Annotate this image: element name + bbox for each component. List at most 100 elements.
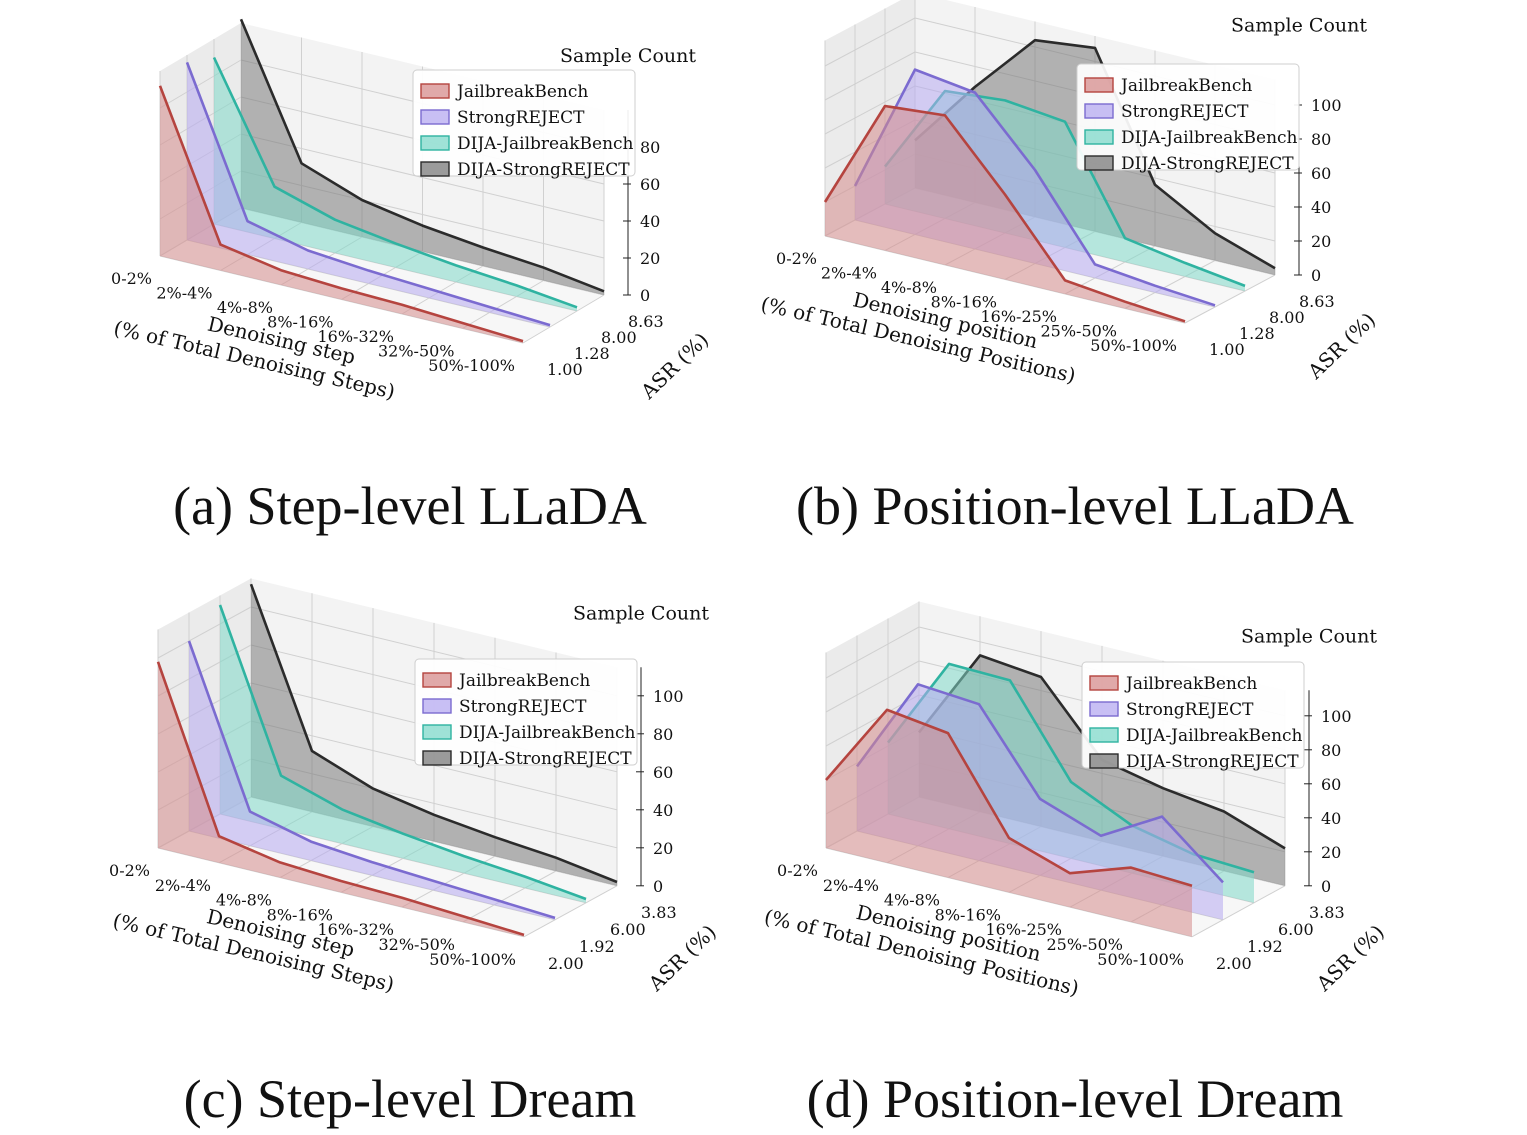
grid-line [240, 133, 605, 222]
y-tick-label: 6.00 [1278, 920, 1314, 939]
legend-swatch [422, 750, 452, 766]
y-tick-label: 2.00 [1216, 954, 1252, 973]
legend-swatch [422, 698, 452, 714]
legend: JailbreakBench StrongREJECT DIJA-Jailbreak… [412, 69, 636, 180]
series-line-JailbreakBench [156, 661, 525, 937]
y-axis-label: ASR (%) [635, 328, 713, 404]
legend-label: StrongREJECT [457, 108, 585, 128]
legend-box [412, 69, 636, 177]
y-tick-label: 1.00 [1209, 340, 1245, 359]
legend-label: DIJA-StrongREJECT [1121, 154, 1294, 174]
grid-line [157, 606, 252, 659]
x-tick-label: 0-2% [111, 269, 152, 288]
grid-line [1184, 274, 1276, 324]
legend: JailbreakBench StrongREJECT DIJA-Jailbreak… [1076, 63, 1300, 174]
caption-b: (b) Position-level LLaDA [796, 476, 1354, 536]
y-tick-label: 8.00 [601, 328, 637, 347]
series-area-DIJA-JailbreakBench [214, 57, 577, 311]
x-tick-label: 0-2% [777, 861, 818, 880]
legend-swatch [420, 161, 450, 177]
legend-swatch [1089, 675, 1119, 691]
y-tick-label: 8.00 [1269, 308, 1305, 327]
caption-d: (d) Position-level Dream [806, 1069, 1344, 1129]
x-tick-label: 8%-16% [931, 293, 997, 312]
y-tick-label: 8.63 [628, 312, 664, 331]
chart-panel-d: 0-2% 2%-4% 4%-8%8%-16%16%-25%25%-50%50%-10… [762, 601, 1389, 1000]
series-line-StrongREJECT [185, 61, 551, 327]
x-tick-label: 16%-25% [980, 307, 1057, 326]
y-tick-label: 1.92 [579, 937, 615, 956]
z-axis-label: Sample Count [560, 45, 696, 67]
legend-swatch [420, 109, 450, 125]
y-tick-label: 1.28 [1239, 324, 1275, 343]
x-tick-label: 32%-50% [378, 935, 455, 954]
x-tick-label: 4%-8% [881, 278, 937, 297]
x-tick-label: 2%-4% [821, 264, 877, 283]
legend-swatch [1084, 103, 1114, 119]
x-tick-label: 8%-16% [267, 313, 333, 332]
caption-c: (c) Step-level Dream [183, 1069, 637, 1129]
legend-swatch [420, 83, 450, 99]
grid-line [523, 885, 618, 938]
x-tick-label: 0-2% [109, 861, 150, 880]
y-tick-label: 3.83 [1309, 903, 1345, 922]
legend-label: DIJA-JailbreakBench [457, 134, 634, 154]
legend-label: DIJA-StrongREJECT [1126, 752, 1299, 772]
z-axis-label: Sample Count [573, 602, 709, 624]
x-tick-label: 16%-25% [985, 920, 1062, 939]
y-axis-label: ASR (%) [1302, 308, 1380, 384]
legend-swatch [1089, 701, 1119, 717]
z-tick-label: 80 [640, 138, 660, 157]
x-tick-label: 50%-100% [1090, 336, 1177, 355]
chart-panel-b: 0-2%2%-4%4%-8%8%-16%16%-25%25%-50%50%-10… [759, 0, 1380, 388]
z-tick-label: 0 [640, 286, 650, 305]
y-tick-label: 1.28 [574, 344, 610, 363]
series-line-JailbreakBench [158, 85, 524, 343]
x-tick-label: 25%-50% [1040, 322, 1117, 341]
x-tick-label: 2%-4% [155, 876, 211, 895]
series-area-JailbreakBench [826, 709, 1192, 937]
legend-label: DIJA-StrongREJECT [457, 160, 630, 180]
x-tick-label: 8%-16% [267, 905, 333, 924]
series-line-DIJA-StrongREJECT [249, 583, 618, 884]
x-tick-label: 16%-32% [317, 327, 394, 346]
legend-label: StrongREJECT [1126, 700, 1254, 720]
z-tick-label: 80 [1321, 741, 1341, 760]
grid-line [825, 660, 920, 713]
legend-swatch [420, 135, 450, 151]
x-tick-label: 50%-100% [1097, 950, 1184, 969]
grid-line [825, 626, 920, 679]
y-axis-label-text: ASR (%) [1302, 308, 1380, 384]
chart-panel-a: 0-2%2%-4% 4%-8%8%-16%16%-32%32%-50%50%-10… [111, 18, 713, 404]
legend-label: DIJA-StrongREJECT [459, 749, 632, 769]
grid-line [824, 51, 916, 101]
legend-swatch [422, 672, 452, 688]
series-area-DIJA-JailbreakBench [220, 605, 586, 903]
z-tick-label: 0 [653, 877, 663, 896]
x-tick-label: 50%-100% [428, 356, 515, 375]
z-tick-label: 0 [1321, 877, 1331, 896]
legend-swatch [1084, 77, 1114, 93]
series-area-JailbreakBench [160, 85, 523, 344]
z-tick-label: 20 [640, 249, 660, 268]
x-tick-label: 8%-16% [935, 905, 1001, 924]
legend: JailbreakBench StrongREJECT DIJA-Jailbreak… [414, 658, 638, 769]
legend-box [1076, 63, 1300, 171]
y-axis-label: ASR (%) [643, 920, 721, 996]
grid-line [159, 59, 242, 109]
x-tick-label: 50%-100% [429, 950, 516, 969]
y-axis-label: ASR (%) [1311, 920, 1389, 996]
series-area-StrongREJECT [189, 641, 555, 920]
z-tick-label: 0 [1311, 266, 1321, 285]
series-line-DIJA-JailbreakBench [218, 604, 587, 901]
y-tick-label: 6.00 [610, 920, 646, 939]
z-tick-label: 40 [640, 212, 660, 231]
z-tick-label: 60 [653, 763, 673, 782]
legend-label: JailbreakBench [455, 82, 588, 102]
grid-line [824, 17, 916, 67]
x-tick-label: 4%-8% [216, 891, 272, 910]
series-line-JailbreakBench [823, 104, 1186, 323]
series-line-StrongREJECT [855, 682, 1224, 884]
legend-label: JailbreakBench [457, 671, 590, 691]
